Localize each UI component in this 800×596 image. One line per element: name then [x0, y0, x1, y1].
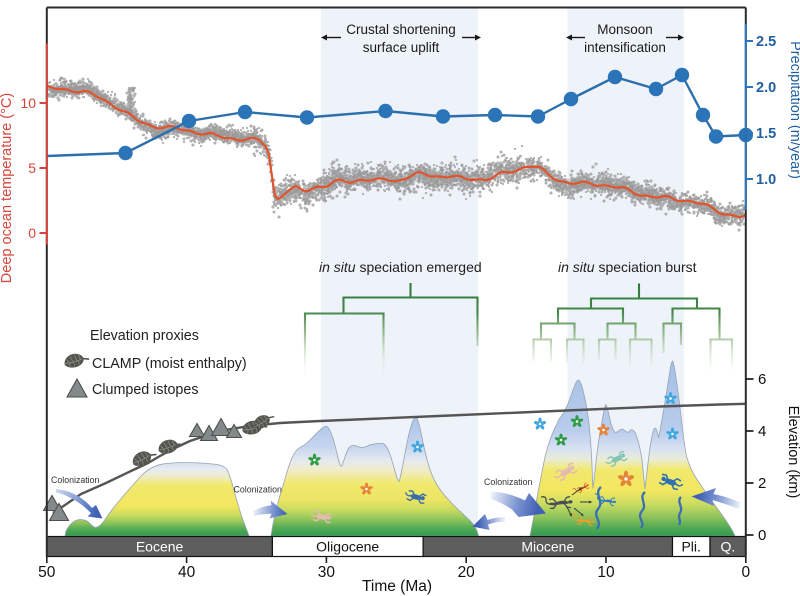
svg-text:0: 0: [758, 527, 766, 544]
svg-text:10: 10: [20, 95, 36, 111]
svg-text:Colonization: Colonization: [234, 485, 283, 495]
svg-text:Q.: Q.: [721, 539, 736, 555]
svg-text:Crustal shortening: Crustal shortening: [346, 22, 456, 37]
svg-text:Elevation proxies: Elevation proxies: [90, 328, 199, 344]
svg-text:40: 40: [178, 564, 196, 581]
svg-text:4: 4: [758, 423, 766, 440]
svg-text:CLAMP (moist enthalpy): CLAMP (moist enthalpy): [92, 356, 247, 372]
svg-text:2.5: 2.5: [756, 34, 776, 50]
svg-text:in situ speciation emerged: in situ speciation emerged: [319, 259, 482, 275]
svg-text:Pli.: Pli.: [681, 539, 700, 555]
svg-text:30: 30: [318, 564, 336, 581]
svg-text:0: 0: [28, 225, 36, 241]
svg-text:Elevation (km): Elevation (km): [785, 406, 800, 499]
svg-text:Precipitation (m/year): Precipitation (m/year): [787, 41, 800, 179]
svg-text:0: 0: [741, 564, 750, 581]
svg-text:intensification: intensification: [584, 40, 666, 55]
svg-text:50: 50: [38, 564, 56, 581]
svg-text:6: 6: [758, 371, 766, 388]
svg-text:in situ speciation burst: in situ speciation burst: [558, 259, 697, 275]
svg-text:Time (Ma): Time (Ma): [362, 578, 432, 595]
svg-text:1.5: 1.5: [756, 126, 776, 142]
svg-text:Miocene: Miocene: [521, 539, 574, 555]
svg-text:Clumped istopes: Clumped istopes: [92, 382, 199, 398]
svg-text:Deep ocean temperature (°C): Deep ocean temperature (°C): [0, 93, 15, 283]
svg-text:2.0: 2.0: [756, 80, 776, 96]
svg-text:1.0: 1.0: [756, 172, 776, 188]
svg-text:surface uplift: surface uplift: [363, 40, 440, 55]
svg-text:2: 2: [758, 475, 766, 492]
svg-text:20: 20: [458, 564, 476, 581]
svg-text:5: 5: [28, 160, 36, 176]
svg-text:Oligocene: Oligocene: [316, 539, 379, 555]
svg-text:Colonization: Colonization: [51, 475, 100, 485]
svg-text:Monsoon: Monsoon: [597, 22, 653, 37]
svg-text:Eocene: Eocene: [136, 539, 184, 555]
svg-text:Colonization: Colonization: [484, 477, 533, 487]
svg-text:10: 10: [597, 564, 615, 581]
